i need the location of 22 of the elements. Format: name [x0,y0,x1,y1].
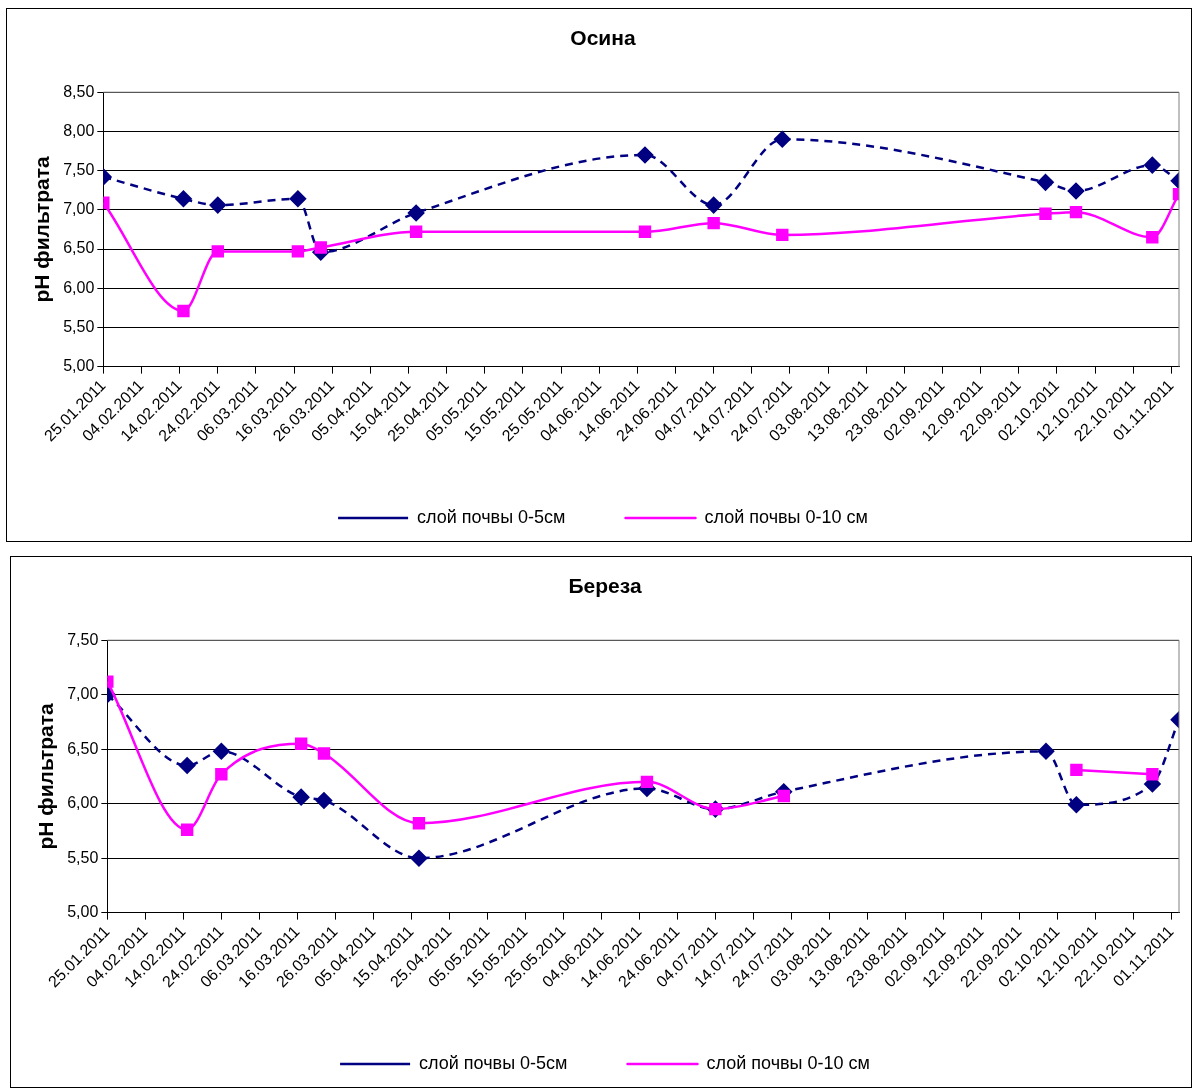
y-tick-label: 5,50 [67,848,99,866]
y-tick-label: 6,50 [67,739,99,757]
y-tick-label: 7,00 [67,685,99,703]
y-tick-label: 5,50 [63,317,95,335]
y-tick-label: 5,00 [67,903,99,921]
y-axis-title: pH фильтрата [30,155,54,303]
y-axis-title: pH фильтрата [34,702,58,850]
y-tick-label: 7,50 [67,630,99,648]
chart-title: Осина [570,26,636,50]
legend-label: слой почвы 0-10 см [706,1052,870,1073]
legend-label: слой почвы 0-5см [419,1052,568,1073]
legend-label: слой почвы 0-10 см [704,506,868,527]
y-tick-label: 7,00 [63,200,95,218]
y-tick-label: 6,00 [63,278,95,296]
y-tick-label: 5,00 [63,357,95,375]
legend-label: слой почвы 0-5см [417,506,566,527]
y-tick-label: 8,00 [63,121,95,139]
y-tick-label: 6,00 [67,794,99,812]
chart-title: Береза [568,574,642,598]
y-tick-label: 7,50 [63,161,95,179]
y-tick-label: 6,50 [63,239,95,257]
y-tick-label: 8,50 [63,82,95,100]
